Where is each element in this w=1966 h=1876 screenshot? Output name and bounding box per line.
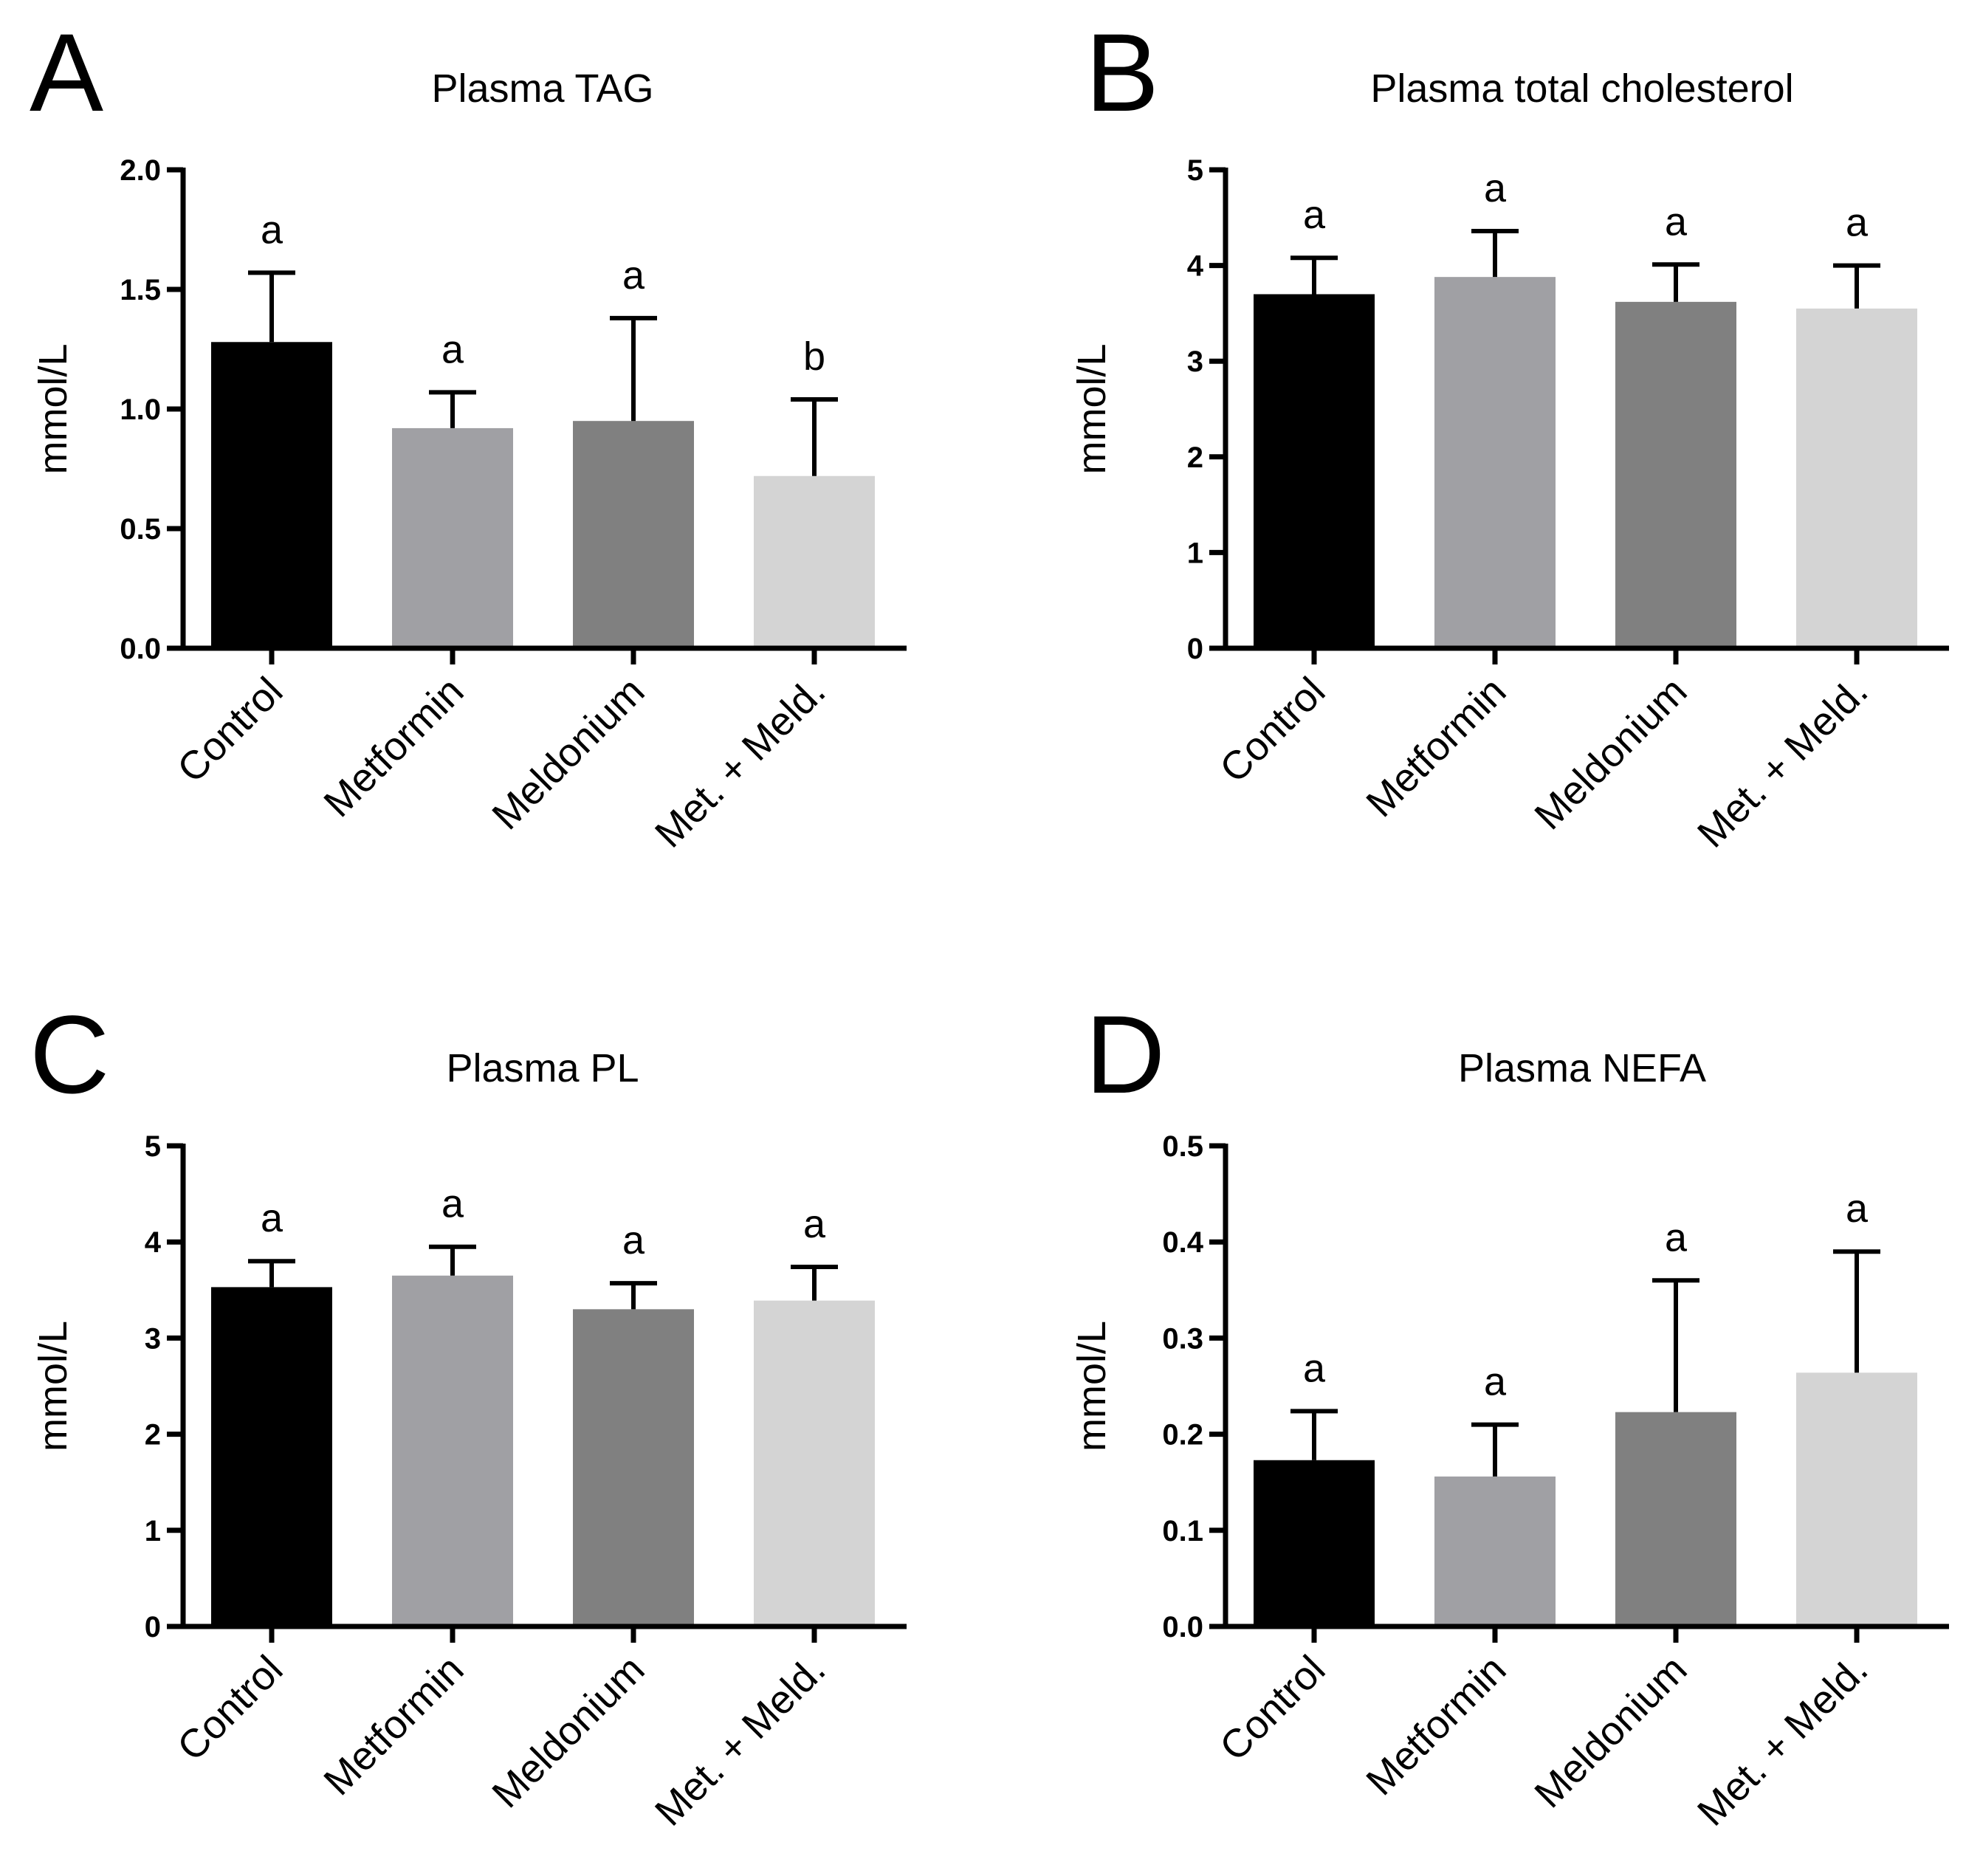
bar-4	[1796, 1372, 1917, 1626]
significance-letter-3: a	[622, 1218, 645, 1262]
y-tick-label: 0	[145, 1611, 161, 1643]
significance-letter-2: a	[1484, 1360, 1507, 1404]
bar-1	[211, 342, 332, 648]
bar-1	[211, 1287, 332, 1626]
y-tick-label: 0.3	[1162, 1322, 1203, 1355]
panel-letter: A	[30, 10, 103, 134]
y-tick-label: 2	[145, 1419, 161, 1451]
y-axis-label: mmol/L	[31, 343, 75, 474]
significance-letter-3: a	[1665, 1215, 1688, 1260]
x-tick-label: Metformin	[1358, 1647, 1514, 1804]
y-tick-label: 1	[1187, 537, 1203, 569]
y-tick-label: 5	[145, 1130, 161, 1163]
y-tick-label: 1.0	[120, 394, 161, 426]
significance-letter-3: a	[1665, 199, 1688, 244]
bar-4	[754, 475, 875, 648]
y-tick-label: 0.0	[120, 633, 161, 665]
significance-letter-1: a	[1303, 193, 1326, 237]
significance-letter-1: a	[261, 1196, 283, 1240]
significance-letter-2: a	[441, 327, 464, 371]
x-tick-label: Met. + Meld.	[1689, 1647, 1877, 1835]
bar-1	[1254, 1460, 1375, 1626]
panel-c: C Plasma PL mmol/L a a a a 0 1 2 3 4 5 Control Metform…	[30, 992, 907, 1835]
panel-letter: D	[1085, 992, 1165, 1116]
x-tick-label: Meldonium	[1526, 1647, 1695, 1816]
y-tick-label: 0.5	[120, 513, 161, 546]
bar-4	[754, 1300, 875, 1626]
x-tick-label: Meldonium	[484, 1647, 653, 1816]
y-tick-label: 0.2	[1162, 1419, 1203, 1451]
x-tick-label: Metformin	[1358, 669, 1514, 825]
bar-4	[1796, 308, 1917, 648]
bar-1	[1254, 294, 1375, 648]
significance-letter-2: a	[441, 1182, 464, 1226]
panel-d: D Plasma NEFA mmol/L a a a a 0.0 0.1 0.2 0.3 0.4 0.5…	[1070, 992, 1949, 1835]
bar-3	[573, 1309, 694, 1626]
bar-3	[1615, 1412, 1736, 1626]
x-tick-label: Metformin	[315, 669, 472, 825]
bar-2	[392, 427, 513, 648]
significance-letter-1: a	[261, 207, 283, 252]
panel-letter: B	[1085, 10, 1159, 134]
bar-3	[573, 421, 694, 648]
x-tick-label: Control	[1211, 669, 1334, 791]
y-tick-label: 0	[1187, 633, 1203, 665]
x-tick-label: Met. + Meld.	[1689, 669, 1877, 856]
x-tick-label: Control	[1211, 1647, 1334, 1770]
significance-letter-2: a	[1484, 166, 1507, 210]
y-tick-label: 0.0	[1162, 1611, 1203, 1643]
bar-2	[1434, 1476, 1556, 1626]
y-tick-label: 0.4	[1162, 1226, 1203, 1259]
chart-title: Plasma PL	[446, 1046, 639, 1090]
significance-letter-4: b	[803, 334, 825, 379]
significance-letter-1: a	[1303, 1346, 1326, 1390]
y-tick-label: 3	[1187, 346, 1203, 378]
significance-letter-3: a	[622, 253, 645, 298]
significance-letter-4: a	[1846, 1186, 1869, 1231]
chart-title: Plasma total cholesterol	[1370, 66, 1793, 111]
y-axis-label: mmol/L	[1070, 1321, 1114, 1451]
x-tick-label: Met. + Meld.	[647, 1647, 834, 1835]
y-tick-label: 2.0	[120, 154, 161, 187]
x-tick-label: Met. + Meld.	[647, 669, 834, 856]
y-tick-label: 0.5	[1162, 1130, 1203, 1163]
significance-letter-4: a	[803, 1202, 826, 1246]
panel-a: A Plasma TAG mmol/L a a a b 0.0 0.5 1.0 1.5 2.0 Cont…	[30, 10, 907, 856]
y-tick-label: 1	[145, 1515, 161, 1547]
x-tick-label: Meldonium	[1526, 669, 1695, 838]
y-tick-label: 0.1	[1162, 1515, 1203, 1547]
y-tick-label: 2	[1187, 441, 1203, 474]
panel-letter: C	[30, 992, 109, 1116]
x-tick-label: Meldonium	[484, 669, 653, 838]
bar-2	[392, 1275, 513, 1626]
x-tick-label: Control	[169, 669, 292, 791]
bar-2	[1434, 277, 1556, 648]
y-tick-label: 3	[145, 1322, 161, 1355]
chart-title: Plasma TAG	[431, 66, 653, 111]
x-tick-label: Metformin	[315, 1647, 472, 1804]
y-tick-label: 4	[145, 1226, 162, 1259]
y-axis-label: mmol/L	[31, 1321, 75, 1451]
y-tick-label: 4	[1187, 250, 1204, 283]
y-axis-label: mmol/L	[1070, 343, 1114, 474]
y-tick-label: 1.5	[120, 274, 161, 306]
panel-b: B Plasma total cholesterol mmol/L a a a a 0 1 2 3 4…	[1070, 10, 1949, 856]
x-tick-label: Control	[169, 1647, 292, 1770]
y-tick-label: 5	[1187, 154, 1203, 187]
significance-letter-4: a	[1846, 201, 1869, 245]
bar-3	[1615, 301, 1736, 648]
chart-title: Plasma NEFA	[1458, 1046, 1706, 1090]
